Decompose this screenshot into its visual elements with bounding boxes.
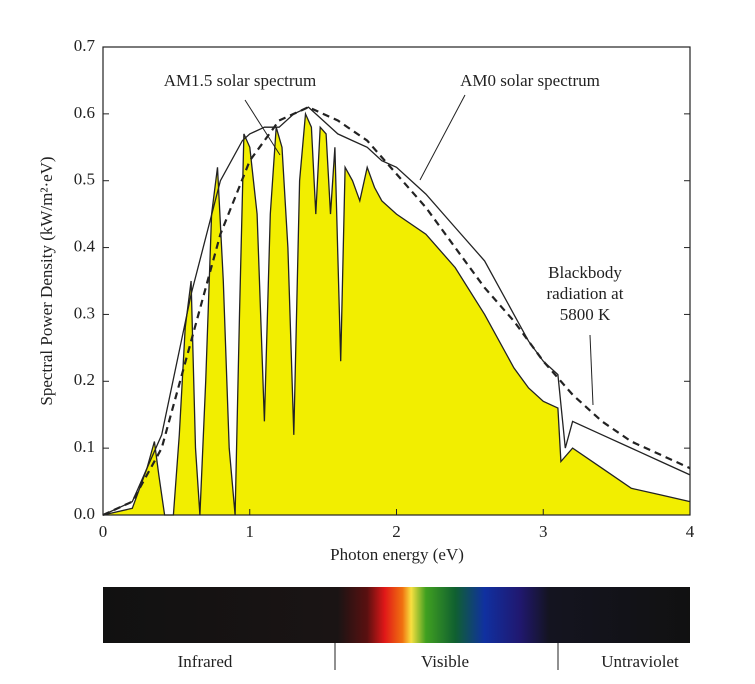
y-axis-label: Spectral Power Density (kW/m²·eV)	[37, 156, 56, 405]
y-tick-label: 0.1	[74, 437, 95, 456]
band-label: Untraviolet	[601, 652, 679, 671]
arrow	[419, 94, 466, 181]
arrow	[244, 99, 281, 156]
series-area	[103, 113, 690, 516]
series-line	[102, 105, 691, 517]
x-axis-label: Photon energy (eV)	[330, 545, 464, 564]
y-tick-label: 0.4	[74, 236, 96, 255]
x-tick-label: 0	[99, 522, 108, 541]
y-tick-label: 0.7	[74, 36, 96, 55]
y-tick-label: 0.0	[74, 504, 95, 523]
x-tick-label: 2	[392, 522, 401, 541]
series-annotation: AM1.5 solar spectrum	[163, 71, 317, 90]
spectrum-bar	[103, 587, 690, 643]
y-tick-label: 0.3	[74, 303, 95, 322]
y-tick-label: 0.6	[74, 103, 95, 122]
series-annotation: AM0 solar spectrum	[460, 71, 600, 90]
arrow	[589, 334, 594, 406]
band-label: Visible	[421, 652, 469, 671]
y-tick-label: 0.5	[74, 170, 95, 189]
series-annotation: Blackbody radiation at 5800 K	[546, 263, 624, 324]
band-label: Infrared	[178, 652, 233, 671]
x-tick-label: 1	[246, 522, 255, 541]
x-tick-label: 3	[539, 522, 548, 541]
y-tick-label: 0.2	[74, 370, 95, 389]
series-line	[102, 106, 691, 516]
x-tick-label: 4	[686, 522, 695, 541]
